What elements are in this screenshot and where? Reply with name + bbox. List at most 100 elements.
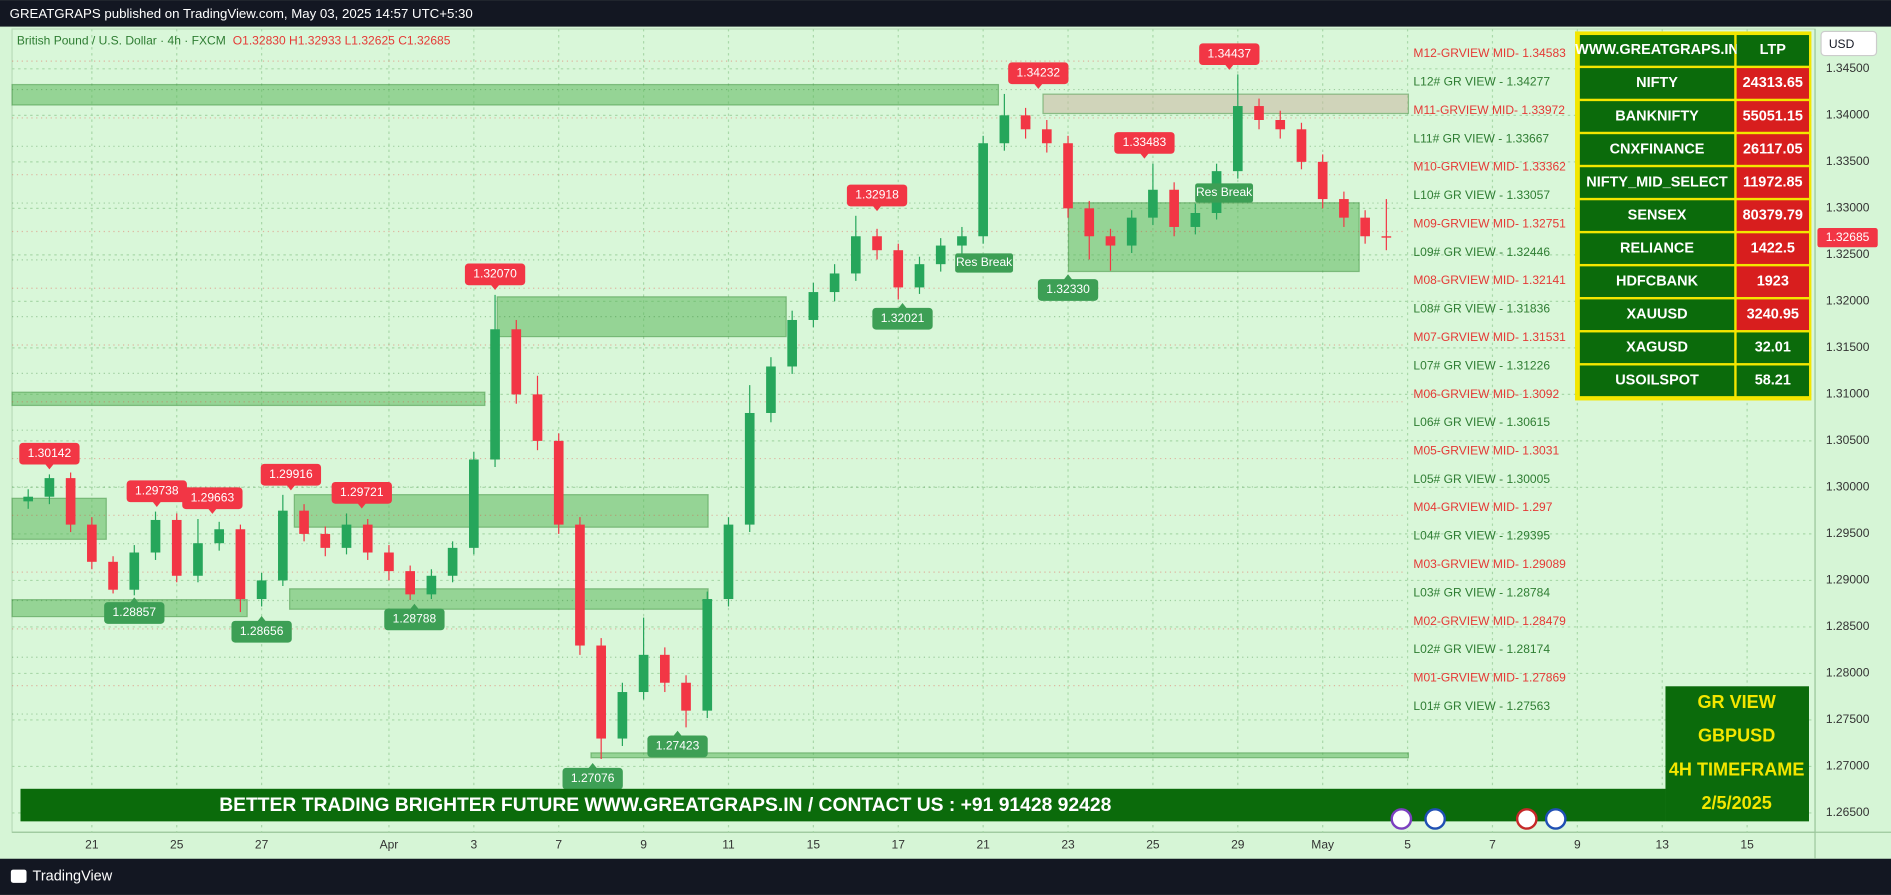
callout-pointer	[1033, 82, 1044, 89]
candle-body	[1317, 161, 1328, 200]
level-label: M01-GRVIEW MID- 1.27869	[1413, 671, 1566, 685]
level-label: L07# GR VIEW - 1.31226	[1413, 358, 1550, 372]
candle-body	[1339, 199, 1349, 218]
candle-body	[1360, 217, 1370, 237]
callout-label: 1.30142	[28, 446, 72, 460]
candle-body	[171, 519, 182, 576]
table-cell	[1736, 134, 1809, 165]
x-tick-label: 17	[892, 838, 906, 852]
candle-body	[193, 543, 203, 576]
candle-body	[490, 329, 500, 460]
candle-body	[426, 575, 437, 595]
table-cell	[1736, 101, 1809, 132]
candle-body	[1296, 129, 1307, 162]
candle-body	[1190, 213, 1201, 227]
callout-label: 1.29721	[340, 485, 384, 499]
y-tick-label: 1.27500	[1826, 712, 1870, 726]
candle-body	[469, 459, 479, 548]
currency-box[interactable]	[1820, 30, 1878, 57]
callout-label: 1.29916	[269, 467, 313, 481]
event-icon[interactable]	[1424, 808, 1446, 830]
callout-label: 1.32021	[881, 311, 925, 325]
table-cell	[1736, 167, 1809, 198]
x-tick-label: 29	[1231, 838, 1245, 852]
callout-label: 1.32918	[855, 188, 899, 202]
zone	[590, 752, 1410, 759]
callout-box	[872, 307, 933, 330]
candle-body	[532, 394, 543, 441]
annotation-box	[1195, 183, 1254, 203]
callout-pointer	[1139, 152, 1150, 159]
footer-text: TradingView	[33, 869, 113, 885]
zone	[496, 296, 787, 338]
candle-body	[766, 366, 776, 413]
table-value: 1923	[1757, 274, 1789, 290]
callout-pointer	[129, 597, 140, 604]
candle-body	[681, 682, 691, 711]
candle-body	[744, 412, 755, 525]
level-label: L03# GR VIEW - 1.28784	[1413, 585, 1550, 599]
callout-pointer	[44, 463, 55, 470]
x-tick-label: 9	[640, 838, 647, 852]
table-name: NIFTY	[1636, 75, 1678, 91]
x-tick-label: May	[1311, 838, 1334, 852]
level-label: L11# GR VIEW - 1.33667	[1413, 131, 1549, 145]
callout-box	[182, 487, 243, 510]
table-name: CNXFINANCE	[1610, 141, 1705, 157]
candle-body	[320, 533, 331, 548]
y-tick-label: 1.32000	[1826, 294, 1870, 308]
candle-body	[553, 440, 564, 525]
table-cell	[1579, 134, 1735, 165]
event-icon[interactable]	[1390, 808, 1413, 830]
event-icon[interactable]	[1544, 808, 1567, 830]
callout-pointer	[286, 484, 296, 491]
level-label: L12# GR VIEW - 1.34277	[1413, 75, 1550, 89]
plot-area	[11, 28, 1816, 833]
callout-label: 1.27423	[656, 739, 700, 753]
y-tick-label: 1.31500	[1826, 340, 1870, 354]
y-tick-label: 1.33500	[1826, 154, 1870, 168]
table-value: 55051.15	[1743, 108, 1803, 124]
candle-body	[829, 273, 840, 293]
table-value: 24313.65	[1743, 75, 1803, 91]
candle-body	[405, 571, 415, 595]
callout-pointer	[490, 284, 500, 291]
level-label: L06# GR VIEW - 1.30615	[1413, 415, 1550, 429]
candle-body	[65, 478, 76, 525]
callout-label: 1.29738	[135, 483, 179, 497]
level-label: M09-GRVIEW MID- 1.32751	[1413, 216, 1566, 230]
zone	[1067, 202, 1360, 273]
x-tick-label: 7	[1489, 838, 1496, 852]
callout-pointer	[151, 500, 162, 507]
candle-body	[129, 552, 140, 590]
callout-label: 1.32330	[1046, 282, 1090, 296]
candle-body	[384, 552, 394, 572]
table-value: 1422.5	[1751, 240, 1795, 256]
candle-body	[575, 524, 585, 646]
header-bar	[0, 0, 1891, 27]
level-label: L09# GR VIEW - 1.32446	[1413, 245, 1550, 259]
callout-box	[562, 767, 623, 790]
candle-body	[341, 524, 352, 548]
annotation: Res Break	[956, 255, 1013, 269]
table-cell	[1736, 299, 1809, 331]
table-header-cell	[1579, 35, 1735, 66]
level-label: M08-GRVIEW MID- 1.32141	[1413, 273, 1566, 287]
ohlc-text: O1.32830 H1.32933 L1.32625 C1.32685	[233, 33, 451, 47]
candle-body	[957, 236, 967, 246]
candle-body	[893, 250, 904, 288]
event-icon[interactable]	[1515, 808, 1538, 830]
level-label: L05# GR VIEW - 1.30005	[1413, 472, 1550, 486]
callout-label: 1.34437	[1208, 46, 1252, 60]
level-label: L01# GR VIEW - 1.27563	[1413, 699, 1550, 713]
ltp-table: WWW.GREATGRAPS.IN LTP NIFTY 24313.65 BANKNIF…	[1575, 31, 1812, 401]
annotation-box	[955, 253, 1014, 273]
y-tick-label: 1.29500	[1826, 526, 1870, 540]
callout-pointer	[256, 616, 267, 623]
callout-label: 1.28857	[113, 605, 157, 619]
table-name: HDFCBANK	[1616, 274, 1699, 290]
table-cell	[1736, 233, 1809, 264]
candles	[23, 74, 1392, 760]
table-name: NIFTY_MID_SELECT	[1586, 174, 1728, 190]
